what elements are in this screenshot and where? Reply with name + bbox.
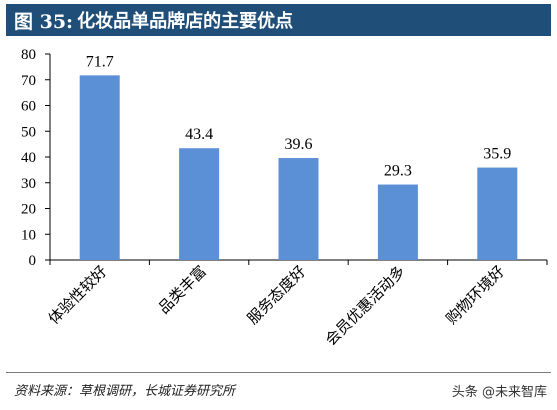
bar-chart: 0 10 20 30 40 50 60 70 80 71.7 体验性较好 43.4 品类丰富 39.6 服务… [21,47,548,349]
bar [179,148,220,260]
data-label: 43.4 [185,126,213,143]
bar [79,75,120,260]
y-tick-label: 50 [21,124,36,140]
y-tick-label: 30 [21,176,36,192]
y-tick-label: 10 [21,227,36,243]
y-tick-label: 60 [21,99,36,115]
category-label: 会员优惠活动多 [322,262,409,349]
category-label: 服务态度好 [244,262,310,328]
figure-number: 图 35: [14,10,74,33]
category-label: 体验性较好 [45,262,111,328]
figure-title-bar: 图 35: 化妆品单品牌店的主要优点 [6,4,551,36]
bar [377,184,418,260]
category-label: 购物环境好 [442,262,508,328]
data-label: 39.6 [285,136,313,153]
y-tick-label: 40 [21,150,36,166]
source-note: 资料来源：草根调研，长城证券研究所 [14,384,236,399]
y-tick-label: 80 [21,47,36,63]
figure-title: 化妆品单品牌店的主要优点 [77,11,294,32]
bar [477,167,518,260]
data-label: 71.7 [86,53,114,70]
data-label: 29.3 [384,163,412,180]
data-label: 35.9 [483,146,511,163]
category-label: 品类丰富 [155,262,210,317]
y-tick-label: 0 [29,253,37,269]
y-tick-label: 70 [21,73,36,89]
watermark: 头条 @未来智库 [451,385,547,400]
y-tick-label: 20 [21,202,36,218]
footer-divider [6,372,551,373]
bar [278,158,319,260]
